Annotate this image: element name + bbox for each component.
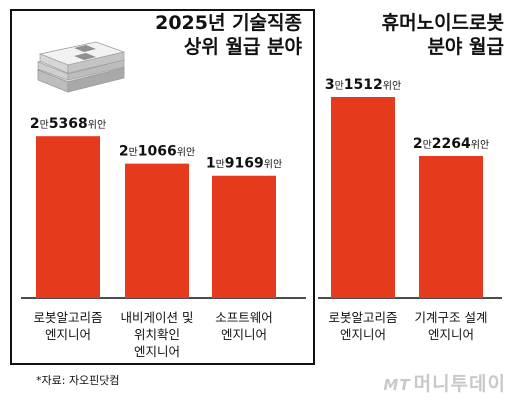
value-number: 9169 xyxy=(225,156,264,172)
left-category-label-2: 엔지니어 xyxy=(134,344,180,359)
watermark-text: 머니투데이 xyxy=(413,373,506,395)
left-bar-3 xyxy=(212,175,276,298)
right-value-label-1: 3만1512위안 xyxy=(325,77,401,93)
right-bar-2 xyxy=(419,155,483,298)
value-number: 1066 xyxy=(138,144,177,160)
value-number: 1 xyxy=(206,156,216,172)
watermark-logo: MT 머니투데이 xyxy=(383,369,506,396)
value-unit: 위안 xyxy=(88,118,106,131)
right-title-line-1: 휴머노이드로봇 xyxy=(381,12,504,34)
value-unit: 위안 xyxy=(264,158,282,171)
value-unit: 만 xyxy=(423,139,432,151)
left-title-line-2: 상위 월급 분야 xyxy=(183,36,302,58)
left-value-label-1: 2만5368위안 xyxy=(30,116,106,132)
source-note: *자료: 자오핀닷컴 xyxy=(36,374,120,387)
left-bar-2 xyxy=(125,163,189,298)
money-stack-icon xyxy=(36,41,126,93)
right-bar-1 xyxy=(331,97,395,298)
right-category-label-2: 엔지니어 xyxy=(428,327,474,342)
value-unit: 만 xyxy=(129,147,138,159)
left-value-label-2: 2만1066위안 xyxy=(119,144,195,160)
value-number: 2 xyxy=(413,136,423,152)
value-number: 3 xyxy=(325,77,335,93)
left-category-label-2: 내비게이션 및 xyxy=(121,310,194,325)
watermark-mt: MT xyxy=(383,376,411,394)
right-category-label-1: 엔지니어 xyxy=(340,327,386,342)
right-chart-title: 휴머노이드로봇 분야 월급 xyxy=(382,11,504,59)
right-value-label-2: 2만2264위안 xyxy=(413,136,489,152)
value-number: 2 xyxy=(119,144,129,160)
right-category-label-2: 기계구조 설계 xyxy=(415,310,488,325)
value-unit: 위안 xyxy=(383,79,401,92)
value-unit: 위안 xyxy=(471,138,489,151)
value-unit: 위안 xyxy=(177,146,195,159)
left-category-label-3: 소프트웨어 xyxy=(215,310,273,325)
left-category-label-1: 로봇알고리즘 xyxy=(33,310,102,325)
value-unit: 만 xyxy=(335,80,344,92)
value-unit: 만 xyxy=(40,119,49,131)
left-title-line-1: 2025년 기술직종 xyxy=(155,12,302,34)
left-value-label-3: 1만9169위안 xyxy=(206,156,282,172)
value-number: 5368 xyxy=(49,116,88,132)
left-bar-1 xyxy=(36,136,100,298)
value-number: 2 xyxy=(30,116,40,132)
left-category-label-3: 엔지니어 xyxy=(221,327,267,342)
value-number: 1512 xyxy=(344,77,383,93)
left-category-label-1: 엔지니어 xyxy=(45,327,91,342)
left-category-label-2: 위치확인 xyxy=(134,327,180,342)
left-panel-frame xyxy=(10,9,315,365)
left-chart-title: 2025년 기술직종 상위 월급 분야 xyxy=(155,11,302,59)
right-title-line-2: 분야 월급 xyxy=(427,36,504,58)
right-category-label-1: 로봇알고리즘 xyxy=(328,310,397,325)
value-unit: 만 xyxy=(216,159,225,171)
value-number: 2264 xyxy=(432,136,471,152)
